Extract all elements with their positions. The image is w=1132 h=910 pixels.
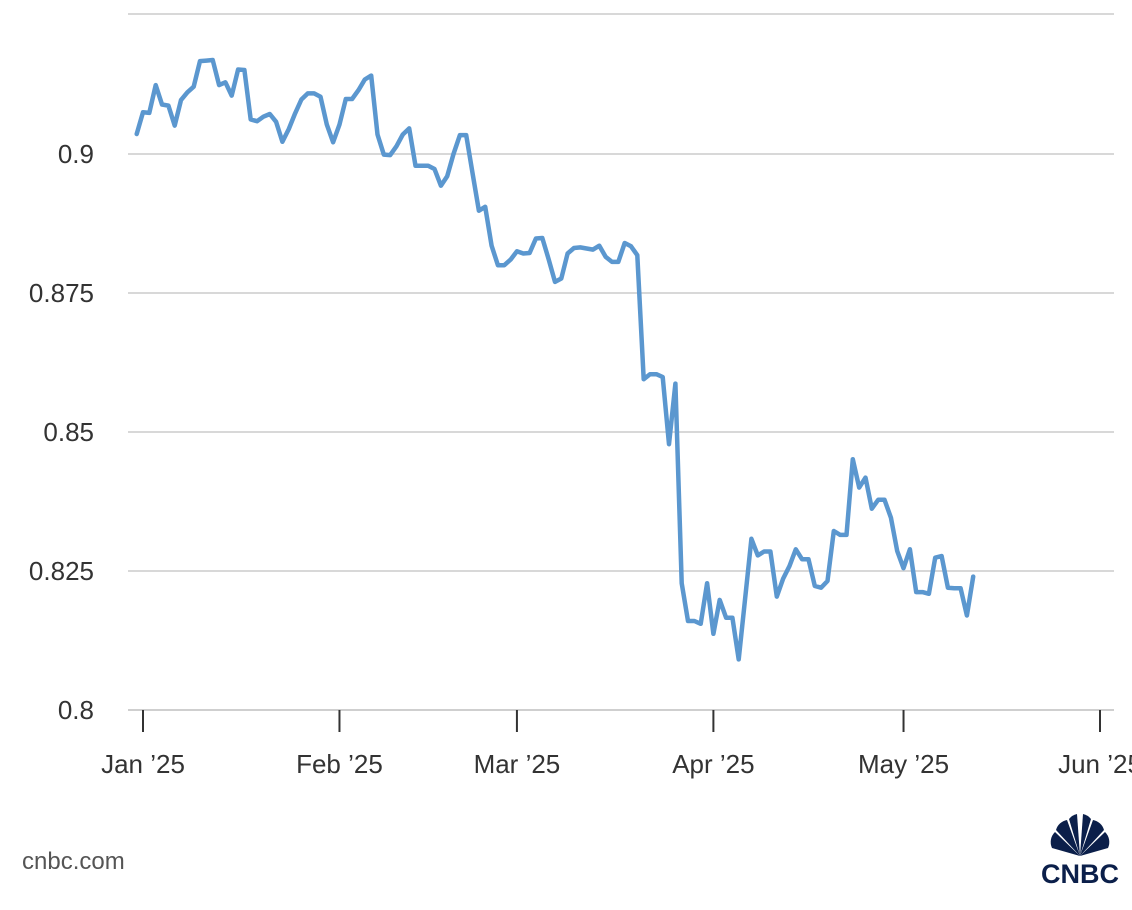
- x-tick-label: Apr ’25: [672, 749, 754, 779]
- y-tick-label: 0.8: [58, 695, 94, 725]
- peacock-icon: [1050, 814, 1110, 856]
- y-tick-label: 0.825: [29, 556, 94, 586]
- x-tick-label: May ’25: [858, 749, 949, 779]
- x-tick-label: Mar ’25: [474, 749, 561, 779]
- source-label: cnbc.com: [22, 848, 125, 875]
- x-tick-label: Jun ’25: [1058, 749, 1132, 779]
- y-tick-label: 0.875: [29, 278, 94, 308]
- y-tick-label: 0.9: [58, 139, 94, 169]
- x-tick-label: Feb ’25: [296, 749, 383, 779]
- y-tick-label: 0.85: [43, 417, 94, 447]
- cnbc-logo: CNBC: [1041, 814, 1119, 888]
- series-line: [134, 57, 976, 662]
- x-tick-label: Jan ’25: [101, 749, 185, 779]
- cnbc-logo-text: CNBC: [1041, 859, 1119, 888]
